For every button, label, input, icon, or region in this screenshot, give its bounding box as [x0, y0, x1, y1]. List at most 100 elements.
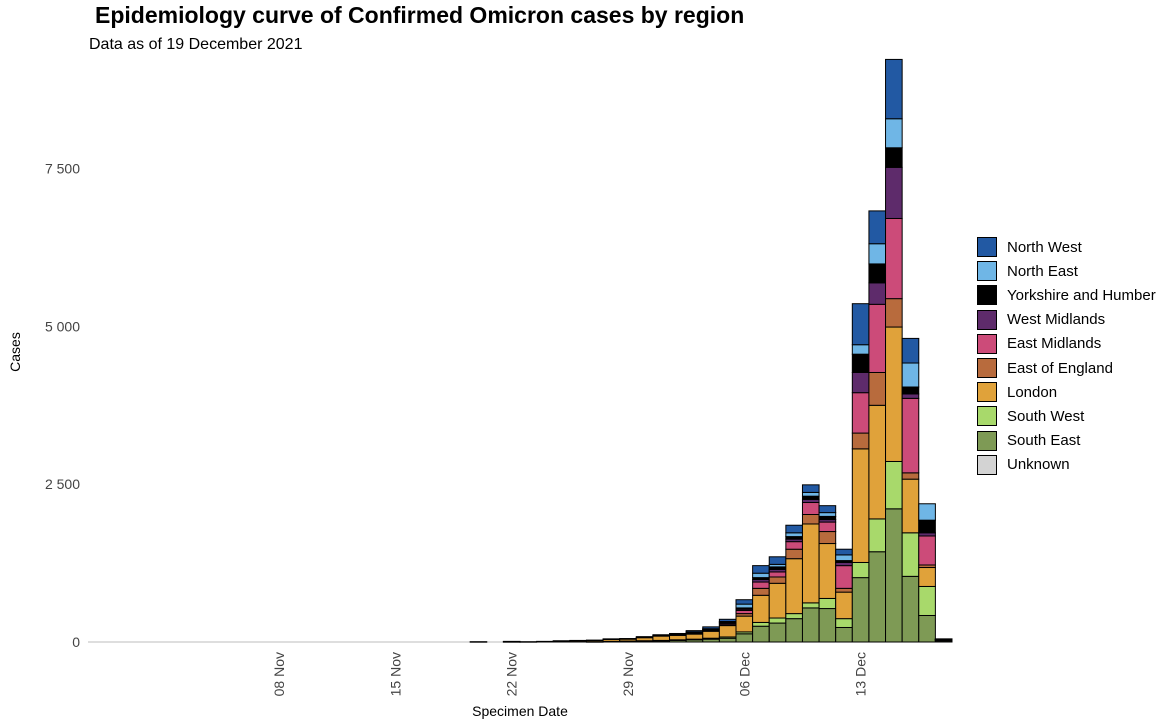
bar-segment	[818, 543, 837, 599]
bar-segment	[885, 298, 903, 328]
bar-segment	[669, 634, 687, 641]
bar-segment	[801, 607, 820, 643]
bar-segment	[835, 548, 853, 556]
bar-segment	[851, 353, 870, 373]
bar-segment	[768, 617, 787, 624]
bar-segment	[735, 599, 754, 605]
bar-segment	[702, 626, 720, 630]
legend-label: North West	[1007, 238, 1082, 256]
bar-segment	[785, 558, 803, 615]
bar-segment	[801, 502, 820, 516]
bar-segment	[918, 585, 936, 616]
x-tick-label: 15 Nov	[387, 652, 403, 696]
bar-segment	[768, 571, 787, 578]
bar-segment	[851, 448, 870, 563]
bar-segment	[901, 386, 920, 395]
bar-segment	[752, 625, 770, 643]
bar-segment	[735, 603, 754, 609]
y-axis-label: Cases	[7, 332, 23, 372]
y-tick-label: 5 000	[45, 318, 80, 334]
bar-segment	[552, 640, 571, 642]
bar-segment	[934, 638, 953, 640]
x-tick-label: 06 Dec	[736, 652, 752, 696]
bar-segment	[918, 614, 936, 643]
bar-segment	[885, 147, 903, 168]
x-tick-label: 08 Nov	[271, 652, 287, 696]
chart-title: Epidemiology curve of Confirmed Omicron …	[95, 2, 745, 28]
bar-segment	[752, 594, 770, 623]
x-tick-label: 22 Nov	[504, 652, 520, 696]
bar-segment	[818, 521, 837, 533]
bar-segment	[519, 641, 538, 643]
bar-segment	[885, 217, 903, 300]
bar-segment	[918, 503, 936, 521]
bar-segment	[868, 551, 887, 643]
bar-segment	[851, 303, 870, 346]
bar-segment	[818, 608, 837, 643]
legend-swatch	[977, 333, 997, 354]
legend-label: South East	[1007, 432, 1081, 450]
bar-segment	[752, 587, 770, 596]
bar-segment	[818, 597, 837, 610]
legend-swatch	[977, 454, 997, 475]
bar-segment	[752, 572, 770, 579]
bar-segment	[868, 282, 887, 305]
legend-item: Yorkshire and Humber	[977, 283, 1156, 307]
bar-segment	[901, 478, 920, 534]
legend-label: East Midlands	[1007, 335, 1102, 353]
bar-segment	[785, 613, 803, 620]
bar-segment	[885, 58, 903, 120]
bar-segment	[835, 626, 853, 643]
bar-segment	[702, 630, 720, 639]
bar-segment	[835, 554, 853, 562]
legend-item: London	[977, 380, 1156, 404]
legend-label: London	[1007, 383, 1058, 401]
legend-label: Yorkshire and Humber	[1007, 286, 1156, 304]
bar-segment	[785, 541, 803, 550]
legend-item: North West	[977, 235, 1156, 259]
legend-item: East Midlands	[977, 332, 1156, 356]
bar-segment	[801, 514, 820, 525]
bar-segment	[868, 210, 887, 245]
legend-label: South West	[1007, 407, 1085, 425]
y-tick-label: 7 500	[45, 161, 80, 177]
legend-label: East of England	[1007, 359, 1113, 377]
bar-segment	[752, 581, 770, 589]
bar-segment	[868, 303, 887, 373]
bar-segment	[718, 637, 737, 643]
legend-swatch	[977, 358, 997, 379]
bar-segment	[785, 618, 803, 643]
bar-segment	[801, 602, 820, 609]
legend-swatch	[977, 261, 997, 282]
bar-segment	[851, 392, 870, 434]
y-tick-label: 2 500	[45, 476, 80, 492]
legend: North West North East Yorkshire and Humber…	[977, 235, 1156, 477]
legend-label: West Midlands	[1007, 311, 1106, 329]
chart-subtitle: Data as of 19 December 2021	[89, 36, 303, 53]
bar-segment	[768, 556, 787, 565]
bar-segment	[785, 548, 803, 560]
legend-label: North East	[1007, 262, 1078, 280]
bar-segment	[585, 639, 604, 642]
bar-segment	[851, 344, 870, 355]
bar-segment	[868, 263, 887, 284]
bar-segment	[818, 531, 837, 545]
bar-segment	[885, 166, 903, 219]
legend-item: South West	[977, 404, 1156, 428]
legend-item: West Midlands	[977, 308, 1156, 332]
bar-segment	[718, 625, 737, 638]
bar-segment	[851, 371, 870, 394]
legend-item: East of England	[977, 356, 1156, 380]
bar-segment	[768, 576, 787, 584]
bar-segment	[835, 591, 853, 620]
bar-segment	[752, 565, 770, 574]
y-tick-label: 0	[72, 634, 80, 650]
bar-segment	[785, 532, 803, 538]
bar-segment	[801, 491, 820, 497]
bar-segment	[851, 577, 870, 643]
bar-segment	[851, 432, 870, 450]
bar-segment	[901, 575, 920, 643]
bar-segment	[685, 633, 704, 640]
bar-segment	[901, 532, 920, 577]
bar-segment	[868, 518, 887, 553]
